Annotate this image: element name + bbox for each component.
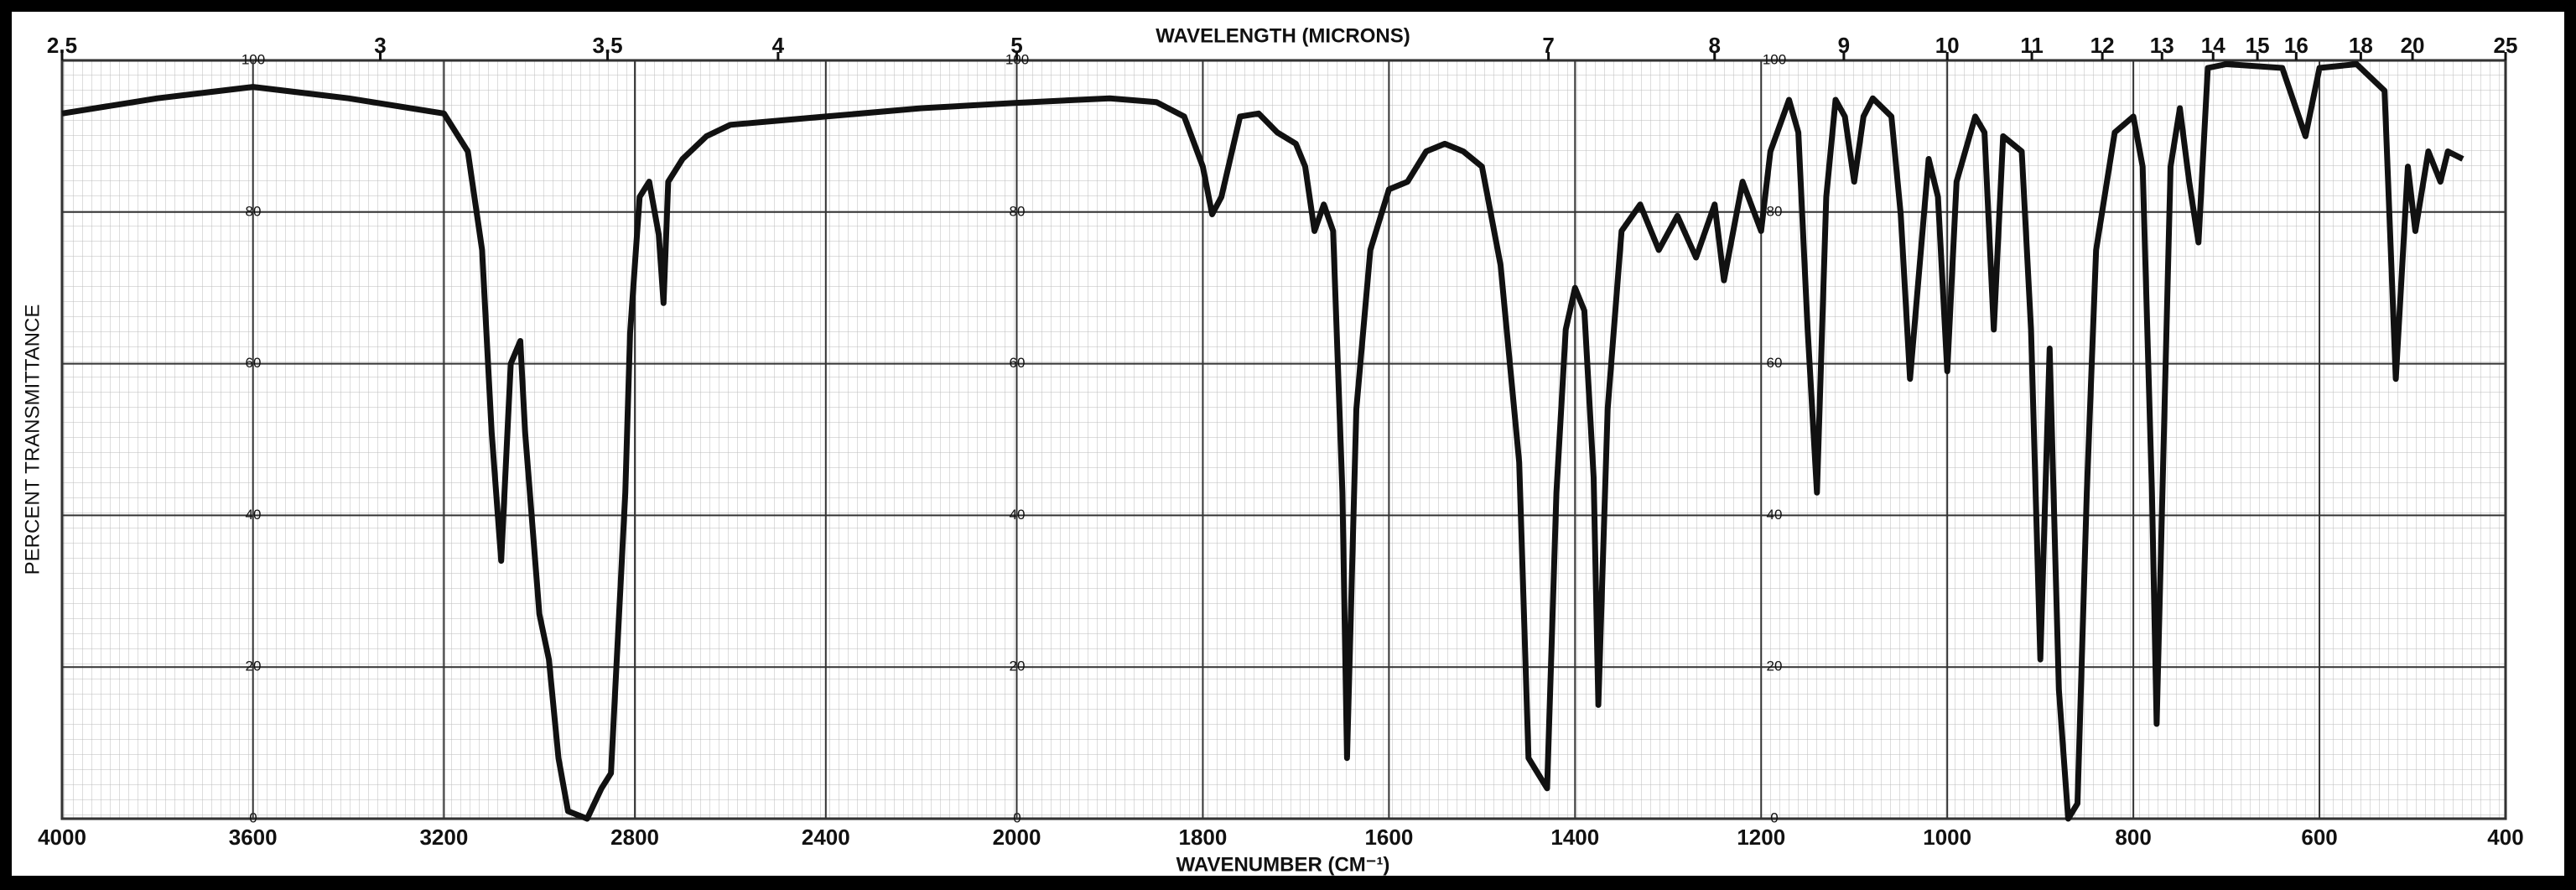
x2-tick-label: 20 <box>2401 33 2425 58</box>
x2-tick-label: 13 <box>2150 33 2174 58</box>
x2-tick-label: 4 <box>772 33 785 58</box>
spectrum-line <box>61 61 2464 822</box>
x-tick-label: 1600 <box>1364 825 1413 850</box>
x2-tick-label: 14 <box>2201 33 2225 58</box>
x-tick-label: 4000 <box>38 825 86 850</box>
y-axis-title: PERCENT TRANSMITTANCE <box>21 304 44 575</box>
x-tick-label: 600 <box>2301 825 2337 850</box>
x2-tick-label: 18 <box>2349 33 2373 58</box>
x-tick-label: 3600 <box>229 825 278 850</box>
y-tick-label: 100 <box>1763 51 1786 67</box>
x2-tick-label: 9 <box>1838 33 1850 58</box>
y-tick-label: 100 <box>242 51 265 67</box>
x-tick-label: 1200 <box>1737 825 1785 850</box>
x2-tick-label: 3.5 <box>592 33 622 58</box>
x-tick-label: 800 <box>2115 825 2151 850</box>
x-tick-label: 1000 <box>1923 825 1971 850</box>
marks: 0002020204040406060608080801001001004000… <box>38 33 2524 850</box>
x2-tick-label: 12 <box>2090 33 2115 58</box>
x2-tick-label: 8 <box>1709 33 1721 58</box>
x2-tick-label: 11 <box>2020 33 2044 58</box>
x-tick-label: 2000 <box>993 825 1041 850</box>
x-axis-title: WAVENUMBER (CM⁻¹) <box>1176 853 1390 876</box>
x-tick-label: 1800 <box>1179 825 1228 850</box>
x2-tick-label: 25 <box>2494 33 2518 58</box>
x2-tick-label: 7 <box>1542 33 1554 58</box>
x2-tick-label: 16 <box>2284 33 2309 58</box>
x-tick-label: 1400 <box>1550 825 1599 850</box>
x2-tick-label: 5 <box>1010 33 1022 58</box>
y-tick-label: 80 <box>1767 203 1783 219</box>
x-tick-label: 2800 <box>610 825 659 850</box>
y-tick-label: 0 <box>1770 809 1778 825</box>
x-tick-label: 400 <box>2487 825 2523 850</box>
y-tick-label: 60 <box>1767 355 1783 371</box>
y-tick-label: 40 <box>1767 507 1783 523</box>
fine-grid <box>62 60 2506 819</box>
top-axis-title: WAVELENGTH (MICRONS) <box>1156 24 1410 47</box>
x-tick-label: 3200 <box>419 825 468 850</box>
x-tick-label: 2400 <box>802 825 850 850</box>
x2-tick-label: 15 <box>2246 33 2270 58</box>
x2-tick-label: 10 <box>1935 33 1960 58</box>
x2-tick-label: 2.5 <box>47 33 77 58</box>
x2-tick-label: 3 <box>374 33 386 58</box>
y-tick-label: 20 <box>1767 658 1783 674</box>
